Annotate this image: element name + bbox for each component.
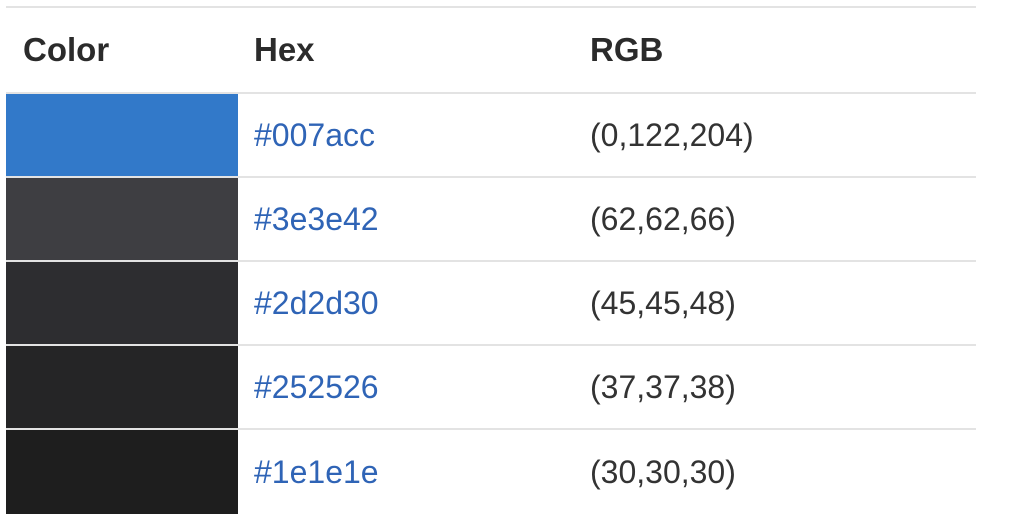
hex-link[interactable]: #2d2d30 xyxy=(254,284,379,321)
color-cell xyxy=(6,94,238,176)
hex-link[interactable]: #3e3e42 xyxy=(254,200,379,237)
table-row: #007acc (0,122,204) xyxy=(6,94,976,178)
rgb-value: (30,30,30) xyxy=(590,453,736,490)
table-row: #3e3e42 (62,62,66) xyxy=(6,178,976,262)
hex-link[interactable]: #252526 xyxy=(254,368,379,405)
table-row: #252526 (37,37,38) xyxy=(6,346,976,430)
hex-cell: #1e1e1e xyxy=(238,430,574,514)
rgb-cell: (37,37,38) xyxy=(574,346,976,428)
color-cell xyxy=(6,346,238,428)
hex-link[interactable]: #1e1e1e xyxy=(254,453,379,490)
table-row: #2d2d30 (45,45,48) xyxy=(6,262,976,346)
color-cell xyxy=(6,430,238,514)
header-rgb: RGB xyxy=(590,31,664,68)
rgb-cell: (0,122,204) xyxy=(574,94,976,176)
rgb-value: (45,45,48) xyxy=(590,284,736,321)
color-palette-table: Color Hex RGB #007acc (0,122,204) #3e3e4… xyxy=(6,6,976,514)
rgb-cell: (30,30,30) xyxy=(574,430,976,514)
table-row: #1e1e1e (30,30,30) xyxy=(6,430,976,514)
color-swatch xyxy=(6,346,238,428)
color-cell xyxy=(6,262,238,344)
hex-cell: #007acc xyxy=(238,94,574,176)
hex-cell: #3e3e42 xyxy=(238,178,574,260)
color-cell xyxy=(6,178,238,260)
rgb-value: (62,62,66) xyxy=(590,200,736,237)
header-color: Color xyxy=(23,31,110,68)
header-hex: Hex xyxy=(254,31,315,68)
table-header-row: Color Hex RGB xyxy=(6,8,976,94)
rgb-value: (0,122,204) xyxy=(590,116,754,153)
hex-cell: #2d2d30 xyxy=(238,262,574,344)
rgb-cell: (62,62,66) xyxy=(574,178,976,260)
color-swatch xyxy=(6,430,238,514)
color-swatch xyxy=(6,262,238,344)
hex-cell: #252526 xyxy=(238,346,574,428)
color-swatch xyxy=(6,178,238,260)
rgb-cell: (45,45,48) xyxy=(574,262,976,344)
rgb-value: (37,37,38) xyxy=(590,368,736,405)
color-swatch xyxy=(6,94,238,176)
hex-link[interactable]: #007acc xyxy=(254,116,375,153)
